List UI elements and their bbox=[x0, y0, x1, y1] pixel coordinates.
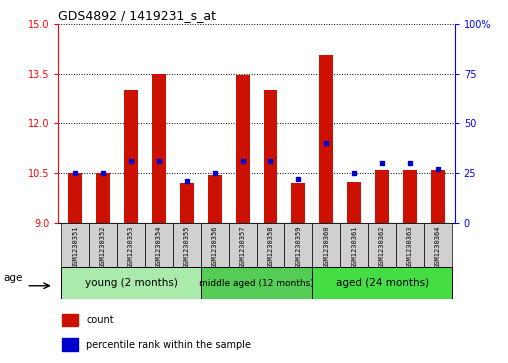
Text: GSM1230363: GSM1230363 bbox=[407, 225, 413, 268]
Bar bbox=[68, 173, 82, 223]
Bar bbox=[117, 223, 145, 267]
Bar bbox=[152, 73, 166, 223]
Text: GSM1230361: GSM1230361 bbox=[351, 225, 357, 268]
Bar bbox=[61, 267, 201, 299]
Bar bbox=[320, 55, 333, 223]
Bar bbox=[284, 223, 312, 267]
Bar bbox=[431, 170, 445, 223]
Bar bbox=[292, 183, 305, 223]
Text: middle aged (12 months): middle aged (12 months) bbox=[199, 279, 314, 287]
Text: GSM1230357: GSM1230357 bbox=[240, 225, 245, 268]
Text: GSM1230352: GSM1230352 bbox=[100, 225, 106, 268]
Text: count: count bbox=[86, 315, 114, 325]
Text: GSM1230354: GSM1230354 bbox=[156, 225, 162, 268]
Bar bbox=[396, 223, 424, 267]
Bar bbox=[89, 223, 117, 267]
Bar bbox=[368, 223, 396, 267]
Bar bbox=[173, 223, 201, 267]
Bar bbox=[62, 314, 78, 326]
Text: age: age bbox=[3, 273, 22, 283]
Text: GSM1230362: GSM1230362 bbox=[379, 225, 385, 268]
Bar bbox=[61, 223, 89, 267]
Text: GSM1230358: GSM1230358 bbox=[268, 225, 273, 268]
Text: young (2 months): young (2 months) bbox=[84, 278, 177, 288]
Text: percentile rank within the sample: percentile rank within the sample bbox=[86, 339, 251, 350]
Text: aged (24 months): aged (24 months) bbox=[336, 278, 429, 288]
Bar bbox=[264, 90, 277, 223]
Text: GDS4892 / 1419231_s_at: GDS4892 / 1419231_s_at bbox=[58, 9, 216, 23]
Text: GSM1230360: GSM1230360 bbox=[323, 225, 329, 268]
Bar bbox=[236, 75, 249, 223]
Bar bbox=[145, 223, 173, 267]
Text: GSM1230364: GSM1230364 bbox=[435, 225, 441, 268]
Bar bbox=[229, 223, 257, 267]
Bar bbox=[124, 90, 138, 223]
Bar bbox=[424, 223, 452, 267]
Bar bbox=[257, 223, 284, 267]
Bar bbox=[312, 267, 452, 299]
Text: GSM1230351: GSM1230351 bbox=[72, 225, 78, 268]
Bar bbox=[340, 223, 368, 267]
Bar bbox=[96, 173, 110, 223]
Bar bbox=[312, 223, 340, 267]
Text: GSM1230356: GSM1230356 bbox=[212, 225, 218, 268]
Bar bbox=[180, 183, 194, 223]
Bar bbox=[208, 175, 221, 223]
Text: GSM1230353: GSM1230353 bbox=[128, 225, 134, 268]
Bar bbox=[201, 267, 312, 299]
Bar bbox=[62, 338, 78, 351]
Bar bbox=[347, 182, 361, 223]
Bar bbox=[375, 170, 389, 223]
Text: GSM1230359: GSM1230359 bbox=[295, 225, 301, 268]
Bar bbox=[201, 223, 229, 267]
Bar bbox=[403, 170, 417, 223]
Text: GSM1230355: GSM1230355 bbox=[184, 225, 190, 268]
